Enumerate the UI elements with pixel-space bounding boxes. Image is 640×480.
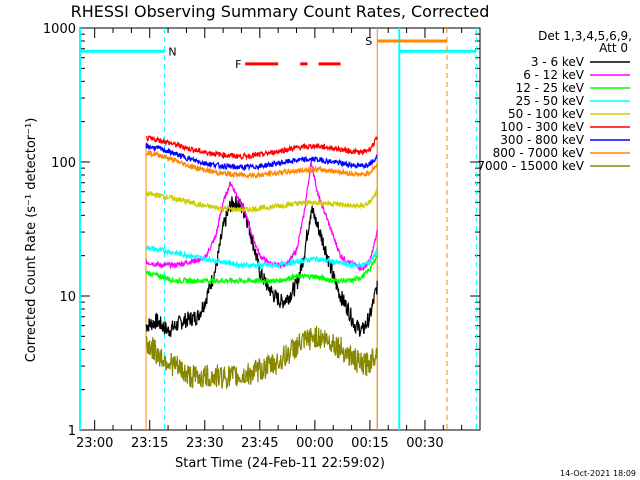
series-line (145, 245, 378, 270)
flare-flag-label: F (235, 58, 241, 71)
x-tick-label: 23:15 (131, 436, 168, 451)
y-tick-label: 10 (59, 290, 76, 305)
x-tick-label: 23:45 (241, 436, 278, 451)
series-line (145, 195, 378, 338)
legend-label: 25 - 50 keV (516, 94, 585, 108)
legend-header-attenuator: Att 0 (599, 41, 628, 55)
y-tick-label: 1 (68, 424, 76, 439)
footer-timestamp: 14-Oct-2021 18:09 (560, 469, 636, 478)
y-axis-label: Corrected Count Rate (s⁻¹ detector⁻¹) (24, 118, 39, 363)
legend-label: 50 - 100 keV (508, 107, 585, 121)
series-line (145, 160, 378, 272)
series-line (145, 188, 378, 214)
legend-label: 300 - 800 keV (500, 133, 584, 147)
series-line (145, 253, 378, 286)
x-tick-label: 00:00 (296, 436, 333, 451)
saa-flag-label: S (365, 35, 372, 48)
plot-frame (79, 27, 481, 431)
legend-label: 6 - 12 keV (523, 68, 585, 82)
legend-label: 7000 - 15000 keV (477, 159, 584, 173)
plot-layer: 1 10 100 1000 23:00 23:15 23:30 23:45 00:00 00:15… (43, 22, 481, 451)
y-tick-label: 1000 (43, 22, 76, 37)
series-line (145, 150, 378, 180)
series-line (145, 325, 378, 390)
x-tick-label: 23:30 (186, 436, 223, 451)
y-tick-label: 100 (51, 156, 76, 171)
series-line (145, 142, 378, 172)
legend-label: 100 - 300 keV (500, 120, 584, 134)
legend-label: 3 - 6 keV (531, 55, 585, 69)
chart-title: RHESSI Observing Summary Count Rates, Co… (71, 2, 490, 21)
x-tick-label: 23:00 (76, 436, 113, 451)
series-line (145, 135, 378, 161)
x-axis-label: Start Time (24-Feb-11 22:59:02) (175, 456, 385, 471)
night-flag-label: N (168, 45, 176, 58)
x-tick-label: 00:30 (406, 436, 443, 451)
legend-label: 12 - 25 keV (516, 81, 585, 95)
legend-header-detectors: Det 1,3,4,5,6,9, (538, 29, 632, 43)
legend-label: 800 - 7000 keV (493, 146, 585, 160)
x-tick-label: 00:15 (351, 436, 388, 451)
